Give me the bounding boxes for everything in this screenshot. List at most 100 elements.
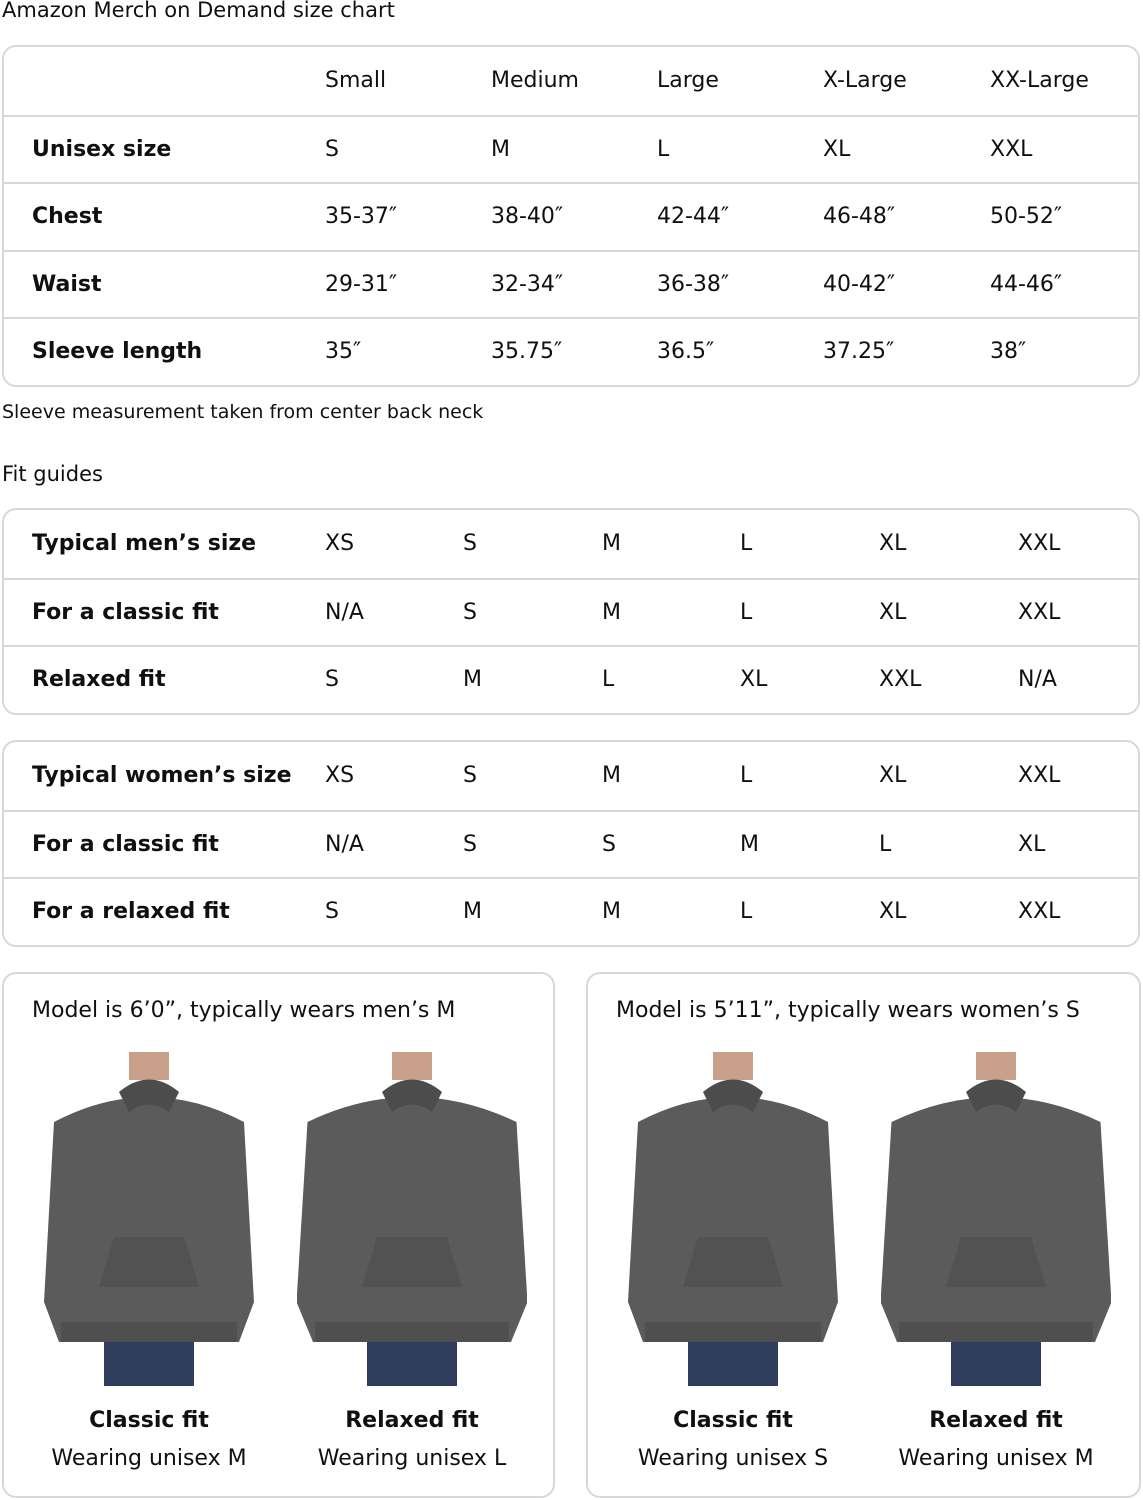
table-cell: Medium [491,68,579,94]
table-cell: L [657,136,670,162]
table-cell: S [325,136,339,162]
row-label: Typical women’s size [32,763,292,789]
table-cell: M [602,531,621,557]
table-cell: L [740,599,753,625]
table-row: For a classic fit N/A S M L XL XXL [4,577,1138,646]
table-cell: M [463,899,482,925]
table-cell: XL [740,667,768,693]
table-cell: N/A [325,599,364,625]
row-label: Unisex size [32,136,172,162]
table-cell: L [602,667,615,693]
table-cell: 35.75″ [491,339,563,365]
row-label: Chest [32,204,103,230]
fit-name: Classic fit [89,1408,209,1433]
table-row: Sleeve length 35″ 35.75″ 36.5″ 37.25″ 38″ [4,317,1138,385]
womens-fit-table: Typical women’s size XS S M L XL XXL For a clas… [2,740,1140,947]
table-cell: 40-42″ [823,271,896,297]
table-cell: XL [879,763,907,789]
table-cell: L [879,831,892,857]
table-cell: Small [325,68,387,94]
table-row: For a classic fit N/A S S M L XL [4,809,1138,878]
table-cell: 38-40″ [491,204,564,230]
women-model-card: Model is 5’11”, typically wears women’s … [586,972,1141,1498]
table-cell: M [463,667,482,693]
table-cell: M [491,136,510,162]
table-cell: L [740,763,753,789]
table-row: Waist 29-31″ 32-34″ 36-38″ 40-42″ 44-46″ [4,249,1138,318]
table-cell: S [463,831,477,857]
row-label: Sleeve length [32,339,203,365]
table-cell: M [602,599,621,625]
row-label: Waist [32,271,102,297]
table-cell: 36.5″ [657,339,715,365]
table-cell: 36-38″ [657,271,730,297]
table-cell: 38″ [990,339,1027,365]
table-cell: 42-44″ [657,204,730,230]
table-cell: XXL [990,136,1033,162]
table-row: Typical women’s size XS S M L XL XXL [4,742,1138,810]
table-row: Typical men’s size XS S M L XL XXL [4,510,1138,578]
table-cell: XL [879,531,907,557]
table-cell: 37.25″ [823,339,895,365]
table-cell: S [463,763,477,789]
row-label: For a relaxed fit [32,899,230,925]
table-cell: M [740,831,759,857]
table-cell: 44-46″ [990,271,1063,297]
row-label: Relaxed fit [32,667,166,693]
table-cell: XL [1018,831,1046,857]
sleeve-note: Sleeve measurement taken from center bac… [2,401,484,423]
fit-name: Relaxed fit [929,1408,1063,1433]
table-cell: XXL [879,667,922,693]
row-label: For a classic fit [32,831,219,857]
table-cell: XXL [1018,531,1061,557]
table-cell: S [325,667,339,693]
table-cell: L [740,531,753,557]
fit-size: Wearing unisex M [51,1446,247,1471]
table-cell: 35-37″ [325,204,398,230]
table-row: Chest 35-37″ 38-40″ 42-44″ 46-48″ 50-52″ [4,182,1138,250]
fit-guides-title: Fit guides [2,462,103,486]
table-cell: S [463,531,477,557]
table-cell: 50-52″ [990,204,1063,230]
table-cell: X-Large [823,68,907,94]
table-cell: Large [657,68,719,94]
mens-fit-table: Typical men’s size XS S M L XL XXL For a classi… [2,508,1140,715]
fit-name: Classic fit [673,1408,793,1433]
table-cell: XX-Large [990,68,1089,94]
table-cell: XS [325,763,355,789]
table-cell: XS [325,531,355,557]
table-cell: N/A [325,831,364,857]
size-chart-table: Small Medium Large X-Large XX-Large Unisex si… [2,45,1140,387]
table-cell: XXL [1018,599,1061,625]
table-cell: XL [823,136,851,162]
table-cell: XL [879,899,907,925]
fit-size: Wearing unisex M [898,1446,1094,1471]
fit-size: Wearing unisex S [637,1446,829,1471]
row-label: Typical men’s size [32,531,257,557]
page-title: Amazon Merch on Demand size chart [2,0,395,22]
table-cell: 46-48″ [823,204,896,230]
table-cell: S [463,599,477,625]
table-cell: 29-31″ [325,271,398,297]
table-cell: S [325,899,339,925]
table-cell: XXL [1018,763,1061,789]
hoodie-model-image [296,1052,528,1386]
table-cell: XL [879,599,907,625]
table-cell: L [740,899,753,925]
men-model-card: Model is 6’0”, typically wears men’s M C… [2,972,555,1498]
table-cell: N/A [1018,667,1057,693]
hoodie-model-image [618,1052,848,1386]
table-row: Relaxed fit S M L XL XXL N/A [4,645,1138,713]
table-row: Unisex size S M L XL XXL [4,114,1138,183]
table-cell: M [602,899,621,925]
table-cell: 35″ [325,339,362,365]
table-header-row: Small Medium Large X-Large XX-Large [4,47,1138,115]
table-cell: 32-34″ [491,271,564,297]
table-cell: S [602,831,616,857]
table-row: For a relaxed fit S M M L XL XXL [4,877,1138,945]
table-cell: XXL [1018,899,1061,925]
fit-name: Relaxed fit [345,1408,479,1433]
row-label: For a classic fit [32,599,219,625]
hoodie-model-image [34,1052,264,1386]
model-description: Model is 5’11”, typically wears women’s … [616,998,1080,1023]
